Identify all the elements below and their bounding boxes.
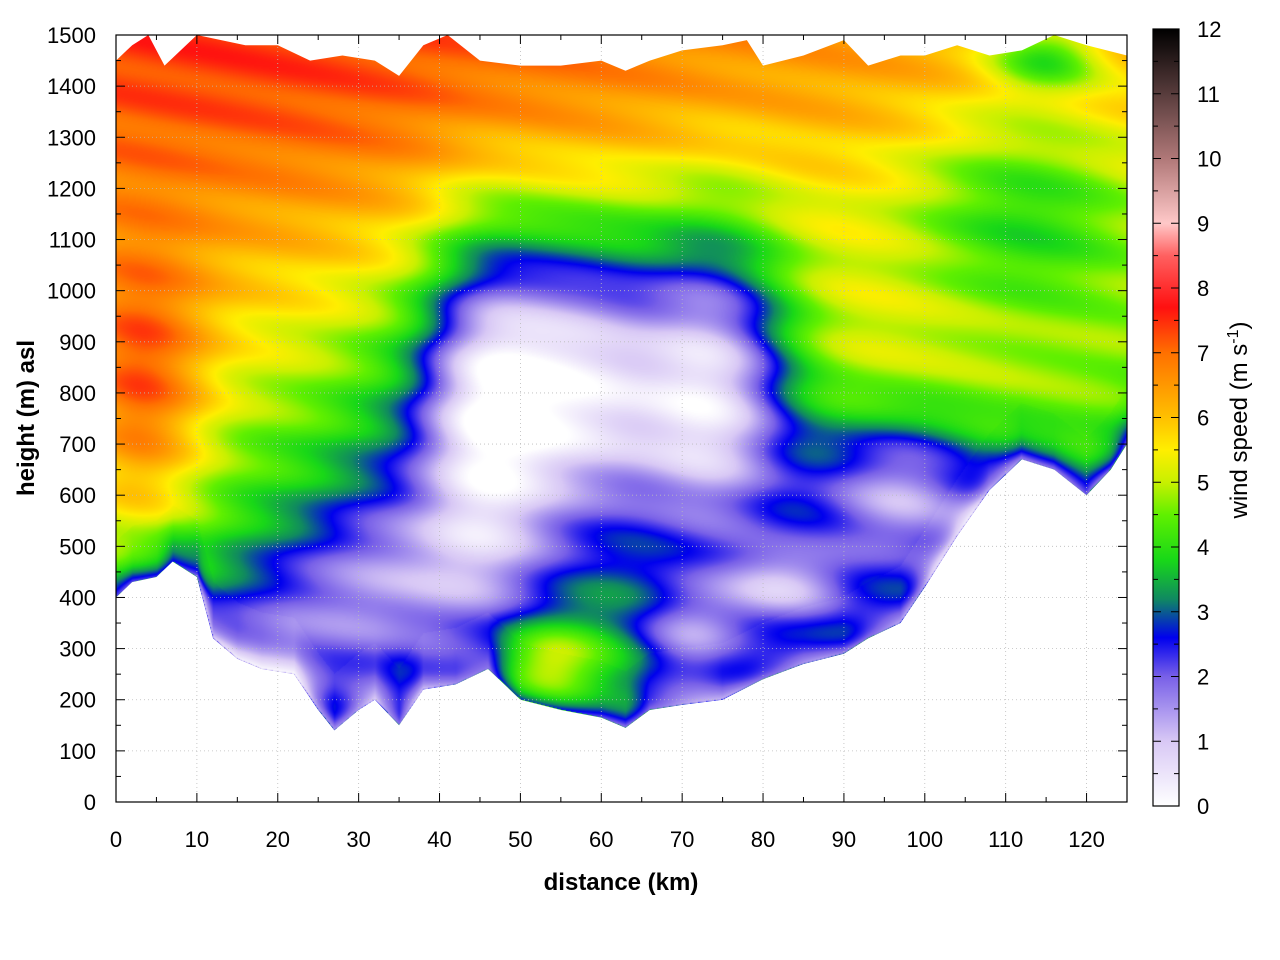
x-tick-label: 70 [670,827,694,852]
colorbar-frame [1152,28,1180,807]
colorbar-tick-label: 10 [1197,147,1221,172]
colorbar-tick-label: 7 [1197,341,1209,366]
x-tick-label: 40 [427,827,451,852]
y-tick-label: 1300 [47,125,96,150]
y-tick-labels: 0 100 200 300 400 500 600 700 800 900 1000 1100 1200… [47,23,96,815]
y-tick-label: 800 [59,381,96,406]
y-axis-title: height (m) asl [13,340,40,496]
y-tick-label: 1200 [47,176,96,201]
x-tick-label: 80 [751,827,775,852]
colorbar-tick-label: 11 [1197,82,1220,107]
y-tick-label: 700 [59,432,96,457]
y-tick-label: 600 [59,483,96,508]
x-tick-label: 120 [1068,827,1105,852]
x-tick-label: 20 [266,827,290,852]
colorbar-tick-label: 8 [1197,276,1209,301]
x-tick-label: 60 [589,827,613,852]
colorbar-tick-label: 2 [1197,665,1209,690]
terrain-mask [116,444,1127,802]
y-tick-label: 400 [59,585,96,610]
x-tick-label: 0 [110,827,122,852]
colorbar-tick-label: 9 [1197,211,1209,236]
plot-frame [115,34,1128,803]
x-tick-label: 10 [185,827,209,852]
x-tick-label: 100 [906,827,943,852]
x-tick-label: 30 [346,827,370,852]
x-tick-labels: 0 10 20 30 40 50 60 70 80 90 100 110 120 [110,827,1105,852]
x-tick-label: 110 [988,827,1023,852]
y-tick-label: 1500 [47,23,96,48]
colorbar-tick-label: 6 [1197,406,1209,431]
y-tick-label: 1100 [49,228,96,253]
y-tick-label: 1000 [47,279,96,304]
y-tick-label: 100 [59,739,96,764]
x-tick-label: 50 [508,827,532,852]
y-tick-label: 500 [59,534,96,559]
colorbar-tick-label: 1 [1197,729,1209,754]
y-tick-label: 1400 [47,74,96,99]
y-tick-label: 300 [59,637,96,662]
y-tick-label: 0 [84,790,96,815]
x-tick-label: 90 [832,827,856,852]
colorbar-tick-label: 5 [1197,470,1209,495]
y-tick-label: 200 [59,688,96,713]
colorbar-tick-label: 4 [1197,535,1209,560]
colorbar-tick-label: 12 [1197,17,1221,42]
top-mask [116,35,1127,76]
colorbar-title: wind speed (m s-1) [1225,322,1253,520]
y-tick-label: 900 [59,330,96,355]
colorbar-ticks [1153,28,1179,807]
colorbar-tick-label: 0 [1197,794,1209,819]
x-axis-title: distance (km) [544,869,699,896]
colorbar-tick-label: 3 [1197,600,1209,625]
